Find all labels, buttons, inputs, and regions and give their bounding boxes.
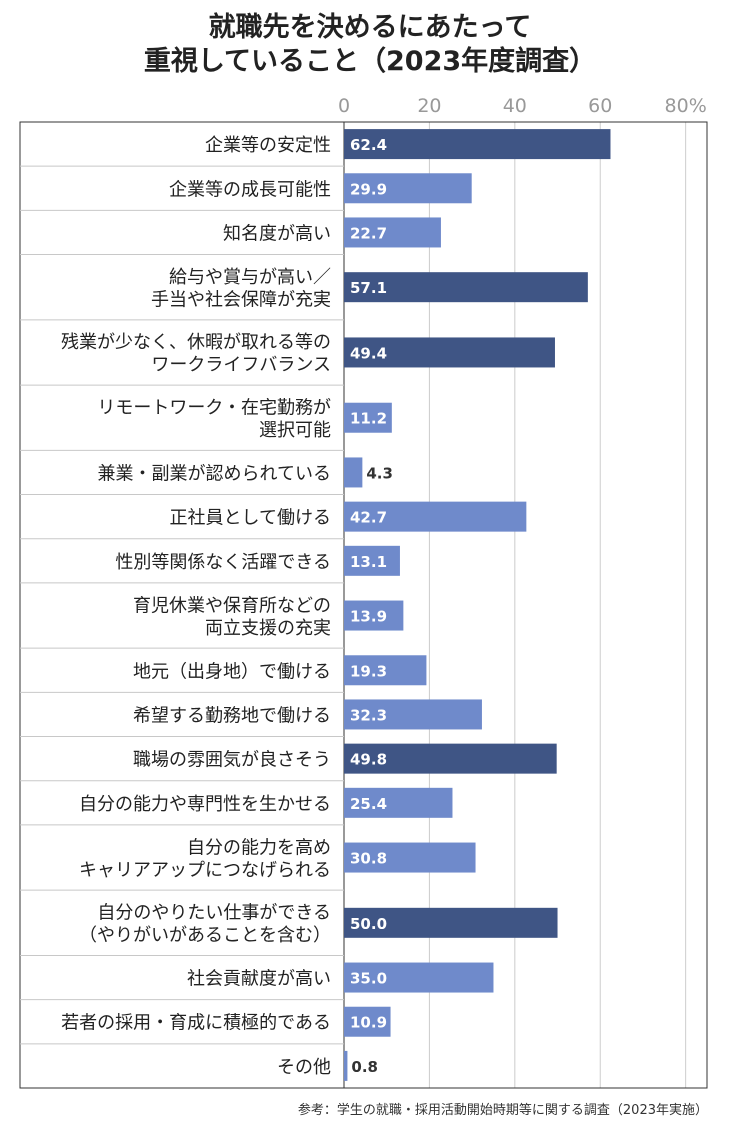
value-label: 32.3 — [350, 706, 387, 724]
value-label: 22.7 — [350, 224, 387, 242]
bar — [344, 842, 476, 873]
bar — [344, 402, 392, 433]
category-label: 給与や賞与が高い／ — [169, 267, 331, 288]
category-label: 兼業・副業が認められている — [98, 463, 331, 484]
category-label: 希望する勤務地で働ける — [133, 705, 331, 726]
x-tick-label: 40 — [503, 95, 527, 117]
category-label: リモートワーク・在宅勤務が — [97, 397, 331, 418]
value-label: 13.9 — [350, 608, 387, 626]
category-label: 選択可能 — [259, 420, 331, 441]
bar — [344, 173, 472, 204]
category-label: 企業等の成長可能性 — [169, 179, 331, 200]
category-label: 手当や社会保障が充実 — [151, 289, 331, 310]
bar — [344, 217, 441, 248]
bar — [344, 699, 482, 730]
category-label: 残業が少なく、休暇が取れる等の — [61, 332, 331, 353]
value-label: 19.3 — [350, 662, 387, 680]
category-label: 性別等関係なく活躍できる — [115, 552, 331, 573]
value-label: 13.1 — [350, 553, 387, 571]
category-label: 若者の採用・育成に積極的である — [61, 1013, 331, 1034]
bar — [344, 1006, 391, 1037]
value-label: 49.4 — [350, 344, 387, 362]
bar — [344, 787, 453, 818]
category-label: キャリアアップにつなげられる — [79, 860, 331, 881]
chart-title-line1: 就職先を決めるにあたって — [208, 12, 532, 43]
category-label: （やりがいがあることを含む） — [79, 925, 331, 946]
category-label: 自分のやりたい仕事ができる — [97, 903, 331, 924]
bar — [344, 962, 494, 993]
bar — [344, 907, 558, 938]
value-label: 0.8 — [351, 1058, 378, 1076]
chart-title-line2: 重視していること（2023年度調査） — [143, 46, 597, 77]
x-tick-label: 60 — [588, 95, 612, 117]
category-label: 両立支援の充実 — [205, 618, 331, 639]
x-tick-label: 0 — [338, 95, 350, 117]
value-label: 57.1 — [350, 279, 387, 297]
bar — [344, 545, 400, 576]
x-tick-label: 20 — [417, 95, 441, 117]
category-label: 育児休業や保育所などの — [133, 595, 331, 616]
category-label: 企業等の安定性 — [205, 135, 331, 156]
category-label: 自分の能力や専門性を生かせる — [79, 794, 331, 815]
category-label: 職場の雰囲気が良さそう — [133, 750, 331, 771]
category-label: その他 — [277, 1057, 331, 1078]
bar — [344, 129, 611, 160]
category-label: ワークライフバランス — [151, 355, 331, 376]
bar — [344, 457, 363, 488]
value-label: 11.2 — [350, 410, 387, 428]
value-label: 62.4 — [350, 136, 387, 154]
category-label: 自分の能力を高め — [187, 837, 331, 858]
value-label: 49.8 — [350, 751, 387, 769]
bar — [344, 272, 588, 303]
category-label: 知名度が高い — [223, 223, 331, 244]
bar — [344, 655, 427, 686]
value-label: 25.4 — [350, 795, 387, 813]
value-label: 10.9 — [350, 1014, 387, 1032]
value-label: 42.7 — [350, 509, 387, 527]
bar — [344, 600, 404, 631]
chart-frame — [19, 121, 708, 1089]
category-label: 正社員として働ける — [170, 508, 331, 529]
bar — [344, 337, 555, 368]
value-label: 29.9 — [350, 180, 387, 198]
category-label: 社会貢献度が高い — [187, 969, 331, 990]
value-label: 35.0 — [350, 970, 387, 988]
bar — [344, 1050, 348, 1081]
value-label: 4.3 — [366, 464, 393, 482]
category-label: 地元（出身地）で働ける — [133, 661, 331, 682]
value-label: 50.0 — [350, 915, 387, 933]
value-label: 30.8 — [350, 850, 387, 868]
source-note: 参考：学生の就職・採用活動開始時期等に関する調査（2023年実施） — [297, 1103, 708, 1118]
bar — [344, 501, 527, 532]
bar — [344, 743, 557, 774]
x-tick-label: 80% — [665, 95, 707, 117]
